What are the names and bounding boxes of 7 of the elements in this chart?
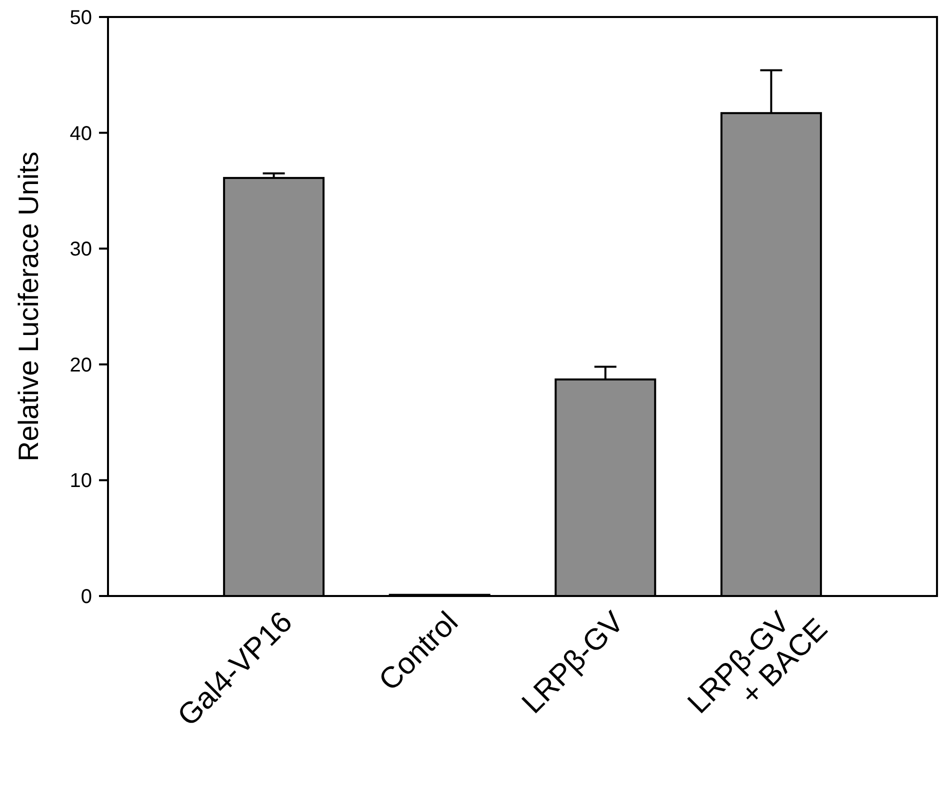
y-tick-label: 30 bbox=[70, 238, 92, 261]
y-tick-label: 40 bbox=[70, 122, 92, 145]
y-tick-label: 0 bbox=[80, 586, 92, 608]
y-tick-label: 20 bbox=[70, 354, 92, 376]
y-axis-title: Relative Luciferace Units bbox=[13, 152, 44, 462]
y-tick-label: 10 bbox=[70, 470, 92, 492]
y-tick-label: 50 bbox=[70, 7, 92, 29]
